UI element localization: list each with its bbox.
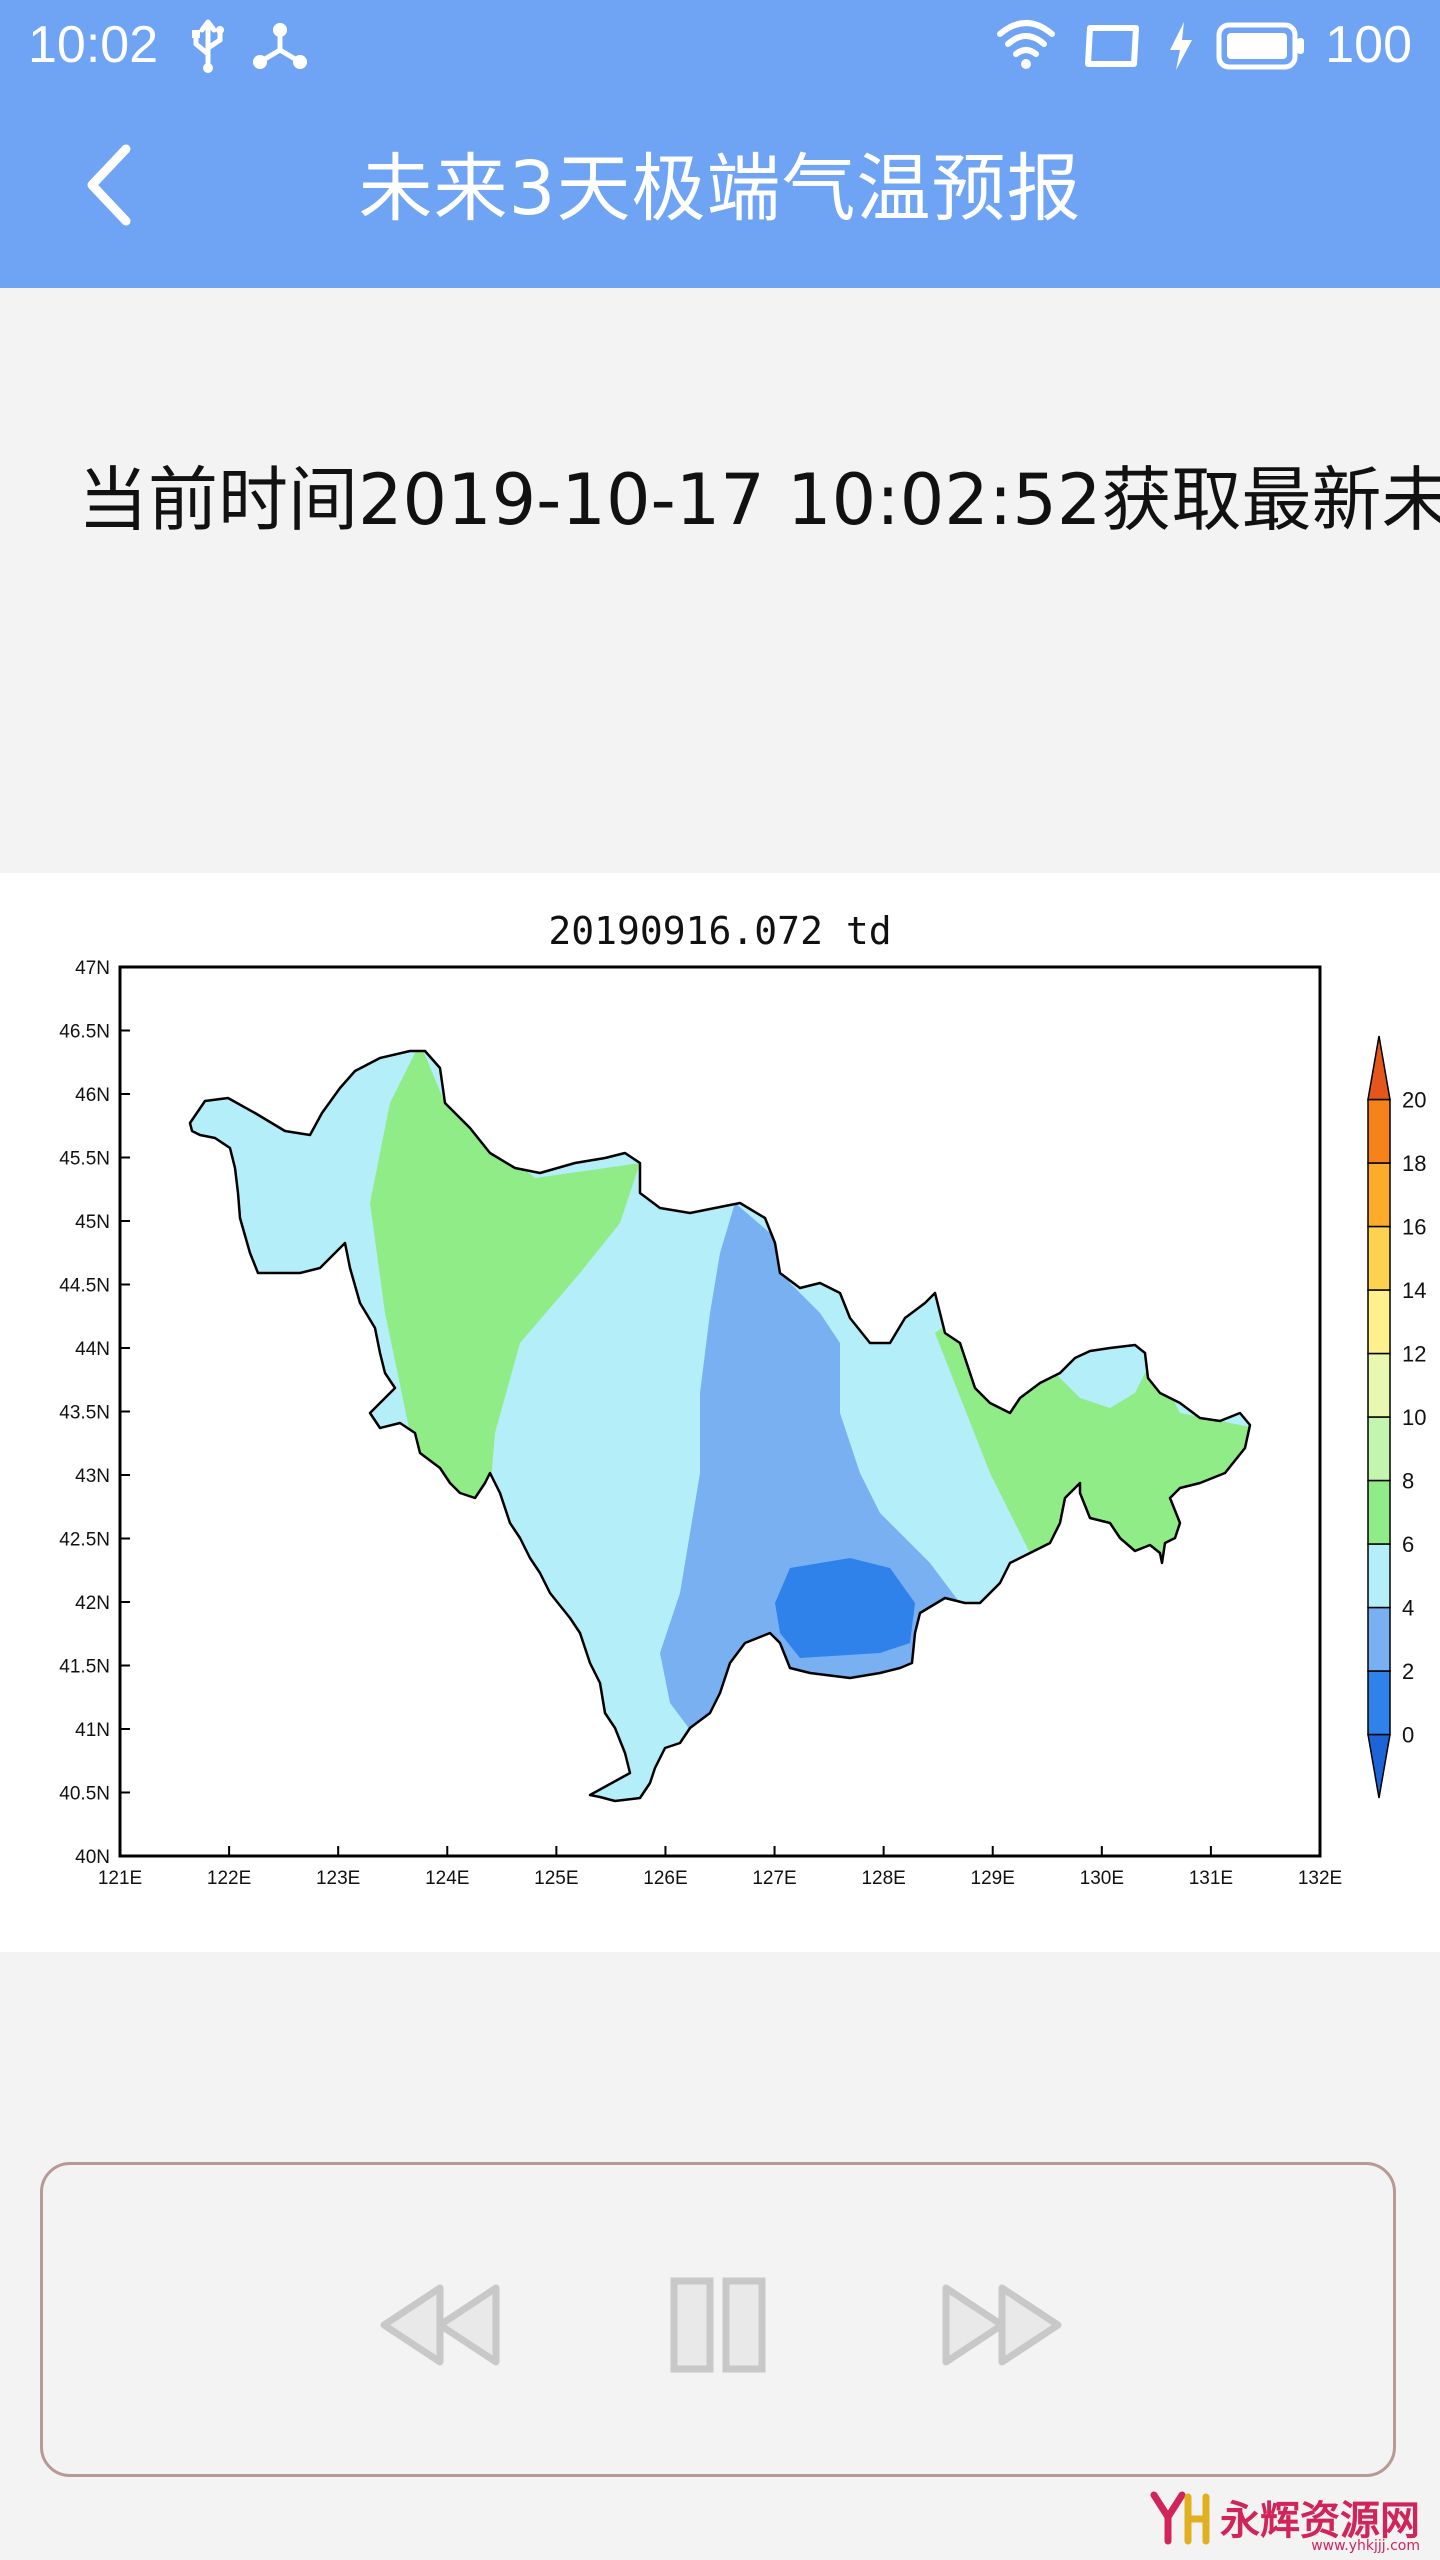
x-tick-label: 128E	[861, 1868, 905, 1889]
battery-percentage: 100	[1325, 16, 1412, 74]
x-tick-label: 132E	[1298, 1868, 1342, 1889]
province-outline	[188, 1049, 1252, 1803]
x-tick-label: 125E	[534, 1868, 578, 1889]
y-tick-label: 43.5N	[59, 1403, 110, 1424]
chart-title: 20190916.072 td	[548, 909, 891, 953]
y-tick-label: 42N	[75, 1593, 110, 1614]
y-tick-label: 44.5N	[59, 1276, 110, 1297]
charging-icon	[1170, 22, 1192, 70]
y-tick-label: 45N	[75, 1212, 110, 1233]
x-tick-label: 123E	[316, 1868, 360, 1889]
back-button[interactable]	[60, 130, 160, 240]
x-tick-label: 121E	[98, 1868, 142, 1889]
colorbar-segment	[1367, 1162, 1391, 1228]
status-time: 10:02	[28, 16, 159, 74]
colorbar-segment	[1367, 1606, 1391, 1672]
y-tick-label: 41.5N	[59, 1657, 110, 1678]
y-tick-label: 40.5N	[59, 1784, 110, 1805]
colorbar-segment	[1367, 1543, 1391, 1609]
colorbar-segment	[1367, 1098, 1391, 1164]
watermark-url: www.yhkjjj.com	[1311, 2538, 1420, 2554]
contour-0-2	[775, 1558, 915, 1658]
app-bar: 10:02	[0, 0, 1440, 288]
playback-controls	[40, 2162, 1396, 2477]
x-tick-label: 126E	[643, 1868, 687, 1889]
screen-rotate-icon	[1085, 25, 1139, 67]
current-time-info: 当前时间2019-10-17 10:02:52获取最新未来	[78, 459, 1440, 541]
page-title: 未来3天极端气温预报	[358, 146, 1082, 232]
chevron-left-icon	[87, 144, 131, 226]
pause-button[interactable]	[653, 2265, 793, 2385]
colorbar-label: 16	[1402, 1215, 1426, 1240]
colorbar-label: 18	[1402, 1151, 1426, 1176]
status-bar: 10:02	[0, 0, 1440, 90]
y-tick-label: 45.5N	[59, 1149, 110, 1170]
forecast-map-panel: 20190916.072 td 40N 40.5N 41N 41.5N 4	[0, 873, 1440, 1952]
watermark-text: 永辉资源网	[1220, 2499, 1420, 2543]
colorbar-label: 6	[1402, 1532, 1414, 1557]
x-tick-label: 130E	[1080, 1868, 1124, 1889]
network-share-icon	[253, 23, 307, 69]
y-tick-label: 42.5N	[59, 1530, 110, 1551]
colorbar-segment	[1367, 1035, 1391, 1101]
colorbar-segment	[1367, 1416, 1391, 1482]
colorbar-segment	[1367, 1733, 1391, 1799]
x-tick-label: 131E	[1189, 1868, 1233, 1889]
colorbar-label: 2	[1402, 1659, 1414, 1684]
colorbar-label: 12	[1402, 1342, 1426, 1367]
colorbar-segment	[1367, 1289, 1391, 1355]
fast-forward-icon	[942, 2284, 1062, 2366]
forecast-map: 20190916.072 td 40N 40.5N 41N 41.5N 4	[59, 909, 1426, 1889]
battery-icon	[1216, 22, 1304, 70]
contour-6-8-west	[370, 1051, 640, 1553]
usb-icon	[192, 19, 224, 73]
colorbar-label: 10	[1402, 1405, 1426, 1430]
x-tick-label: 127E	[752, 1868, 796, 1889]
x-axis: 121E 122E 123E 124E 125E 126E 127E 128E 129E 130E…	[98, 1846, 1342, 1889]
wifi-icon	[997, 20, 1055, 69]
colorbar-segment	[1367, 1225, 1391, 1291]
y-tick-label: 40N	[75, 1847, 110, 1868]
y-tick-label: 43N	[75, 1466, 110, 1487]
colorbar-segment	[1367, 1352, 1391, 1418]
y-tick-label: 46.5N	[59, 1022, 110, 1043]
y-tick-label: 44N	[75, 1339, 110, 1360]
colorbar-label: 4	[1402, 1596, 1414, 1621]
y-axis: 40N 40.5N 41N 41.5N 42N 42.5N 43N 43.5N 44N 44.5N…	[59, 958, 130, 1868]
colorbar-label: 20	[1402, 1088, 1426, 1113]
colorbar-label: 14	[1402, 1278, 1426, 1303]
colorbar-segment	[1367, 1479, 1391, 1545]
colorbar-label: 8	[1402, 1469, 1414, 1494]
y-tick-label: 47N	[75, 958, 110, 979]
rewind-icon	[380, 2284, 500, 2366]
x-tick-label: 122E	[207, 1868, 251, 1889]
colorbar-segment	[1367, 1670, 1391, 1736]
y-tick-label: 41N	[75, 1720, 110, 1741]
colorbar-label: 0	[1402, 1723, 1414, 1748]
x-tick-label: 124E	[425, 1868, 469, 1889]
toolbar: 未来3天极端气温预报	[0, 90, 1440, 288]
pause-icon	[670, 2277, 766, 2373]
fast-forward-button[interactable]	[931, 2265, 1071, 2385]
x-tick-label: 129E	[971, 1868, 1015, 1889]
watermark: 永辉资源网 www.yhkjjj.com	[1148, 2482, 1420, 2554]
rewind-button[interactable]	[371, 2265, 511, 2385]
watermark-logo-icon	[1150, 2491, 1210, 2545]
y-tick-label: 46N	[75, 1085, 110, 1106]
colorbar: 0 2 4 6 8 10 12 14 16 18 20	[1367, 1035, 1426, 1799]
